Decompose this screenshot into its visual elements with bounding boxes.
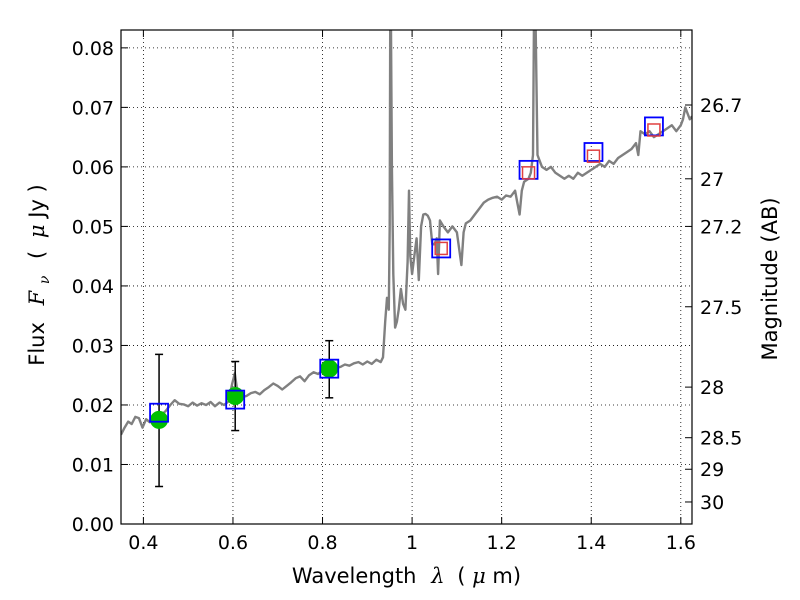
x-tick-label: 0.6 xyxy=(218,532,248,554)
y2-tick-label: 30 xyxy=(700,492,724,514)
y-tick-label: 0.04 xyxy=(72,276,114,298)
y-tick-label: 0.05 xyxy=(72,216,114,238)
x-tick-label: 1.6 xyxy=(666,532,696,554)
model-point-inner xyxy=(586,149,601,163)
y-axis-label-prefix: Flux xyxy=(25,322,49,366)
y-axis-label-symbol: F xyxy=(25,289,49,306)
tick-layer: 0.4 0.6 0.8 1 1.2 1.4 1.6 0.00 0.01 0.02 0.03 0.04 0… xyxy=(72,30,742,554)
y2-tick-label: 27 xyxy=(700,169,724,191)
y2-axis-label: Magnitude (AB) xyxy=(758,197,782,360)
y-axis-label-sub: ν xyxy=(37,275,53,284)
y-tick-label: 0.01 xyxy=(72,454,114,476)
y-tick-label: 0.03 xyxy=(72,335,114,357)
model-point-square xyxy=(431,238,452,259)
y-tick-label: 0.08 xyxy=(72,38,114,60)
model-point-inner xyxy=(521,166,536,180)
x-axis-label-unit-mu: μ xyxy=(472,564,486,588)
model-point-square xyxy=(149,402,169,423)
y2-tick-label: 26.7 xyxy=(700,95,742,117)
x-tick-label: 1.4 xyxy=(576,532,606,554)
x-axis-label-unit-rest: m) xyxy=(492,564,521,588)
observed-point xyxy=(320,359,339,378)
x-axis-label-prefix: Wavelength xyxy=(292,564,417,588)
observed-point xyxy=(150,410,169,429)
model-point-inner xyxy=(647,123,661,137)
model-point-square xyxy=(319,358,340,379)
y2-tick-label: 28 xyxy=(700,377,724,399)
y-axis-label-unit-mu: μ xyxy=(25,224,49,238)
x-tick-label: 0.8 xyxy=(307,532,337,554)
y-axis-label-unit-open: ( xyxy=(25,251,49,259)
model-point-inner xyxy=(434,241,448,256)
x-axis-label-unit-open: ( xyxy=(457,564,465,588)
y2-tick-label: 27.2 xyxy=(700,216,742,238)
y-axis-label-unit-rest: Jy ) xyxy=(25,184,49,220)
x-tick-label: 0.4 xyxy=(128,532,158,554)
y-axis-label: Flux F ν ( μ Jy ) xyxy=(25,184,54,366)
y2-tick-label: 29 xyxy=(700,459,724,481)
y-axis-label-group: Flux F ν ( μ Jy ) xyxy=(25,184,54,366)
y2-tick-label: 28.5 xyxy=(700,428,742,450)
y2-tick-label: 27.5 xyxy=(700,297,742,319)
model-point-square xyxy=(583,142,604,162)
y-tick-label: 0.00 xyxy=(72,514,114,536)
y-tick-label: 0.06 xyxy=(72,157,114,179)
model-point-square xyxy=(225,389,246,410)
plot-frame xyxy=(120,29,693,525)
x-axis-label-symbol: λ xyxy=(430,564,444,588)
x-tick-label: 1 xyxy=(406,532,418,554)
x-axis-label: Wavelength λ ( μ m) xyxy=(292,564,521,588)
x-tick-label: 1.2 xyxy=(487,532,517,554)
y-tick-label: 0.02 xyxy=(72,395,114,417)
y-tick-label: 0.07 xyxy=(72,97,114,119)
plot-area xyxy=(121,30,692,488)
